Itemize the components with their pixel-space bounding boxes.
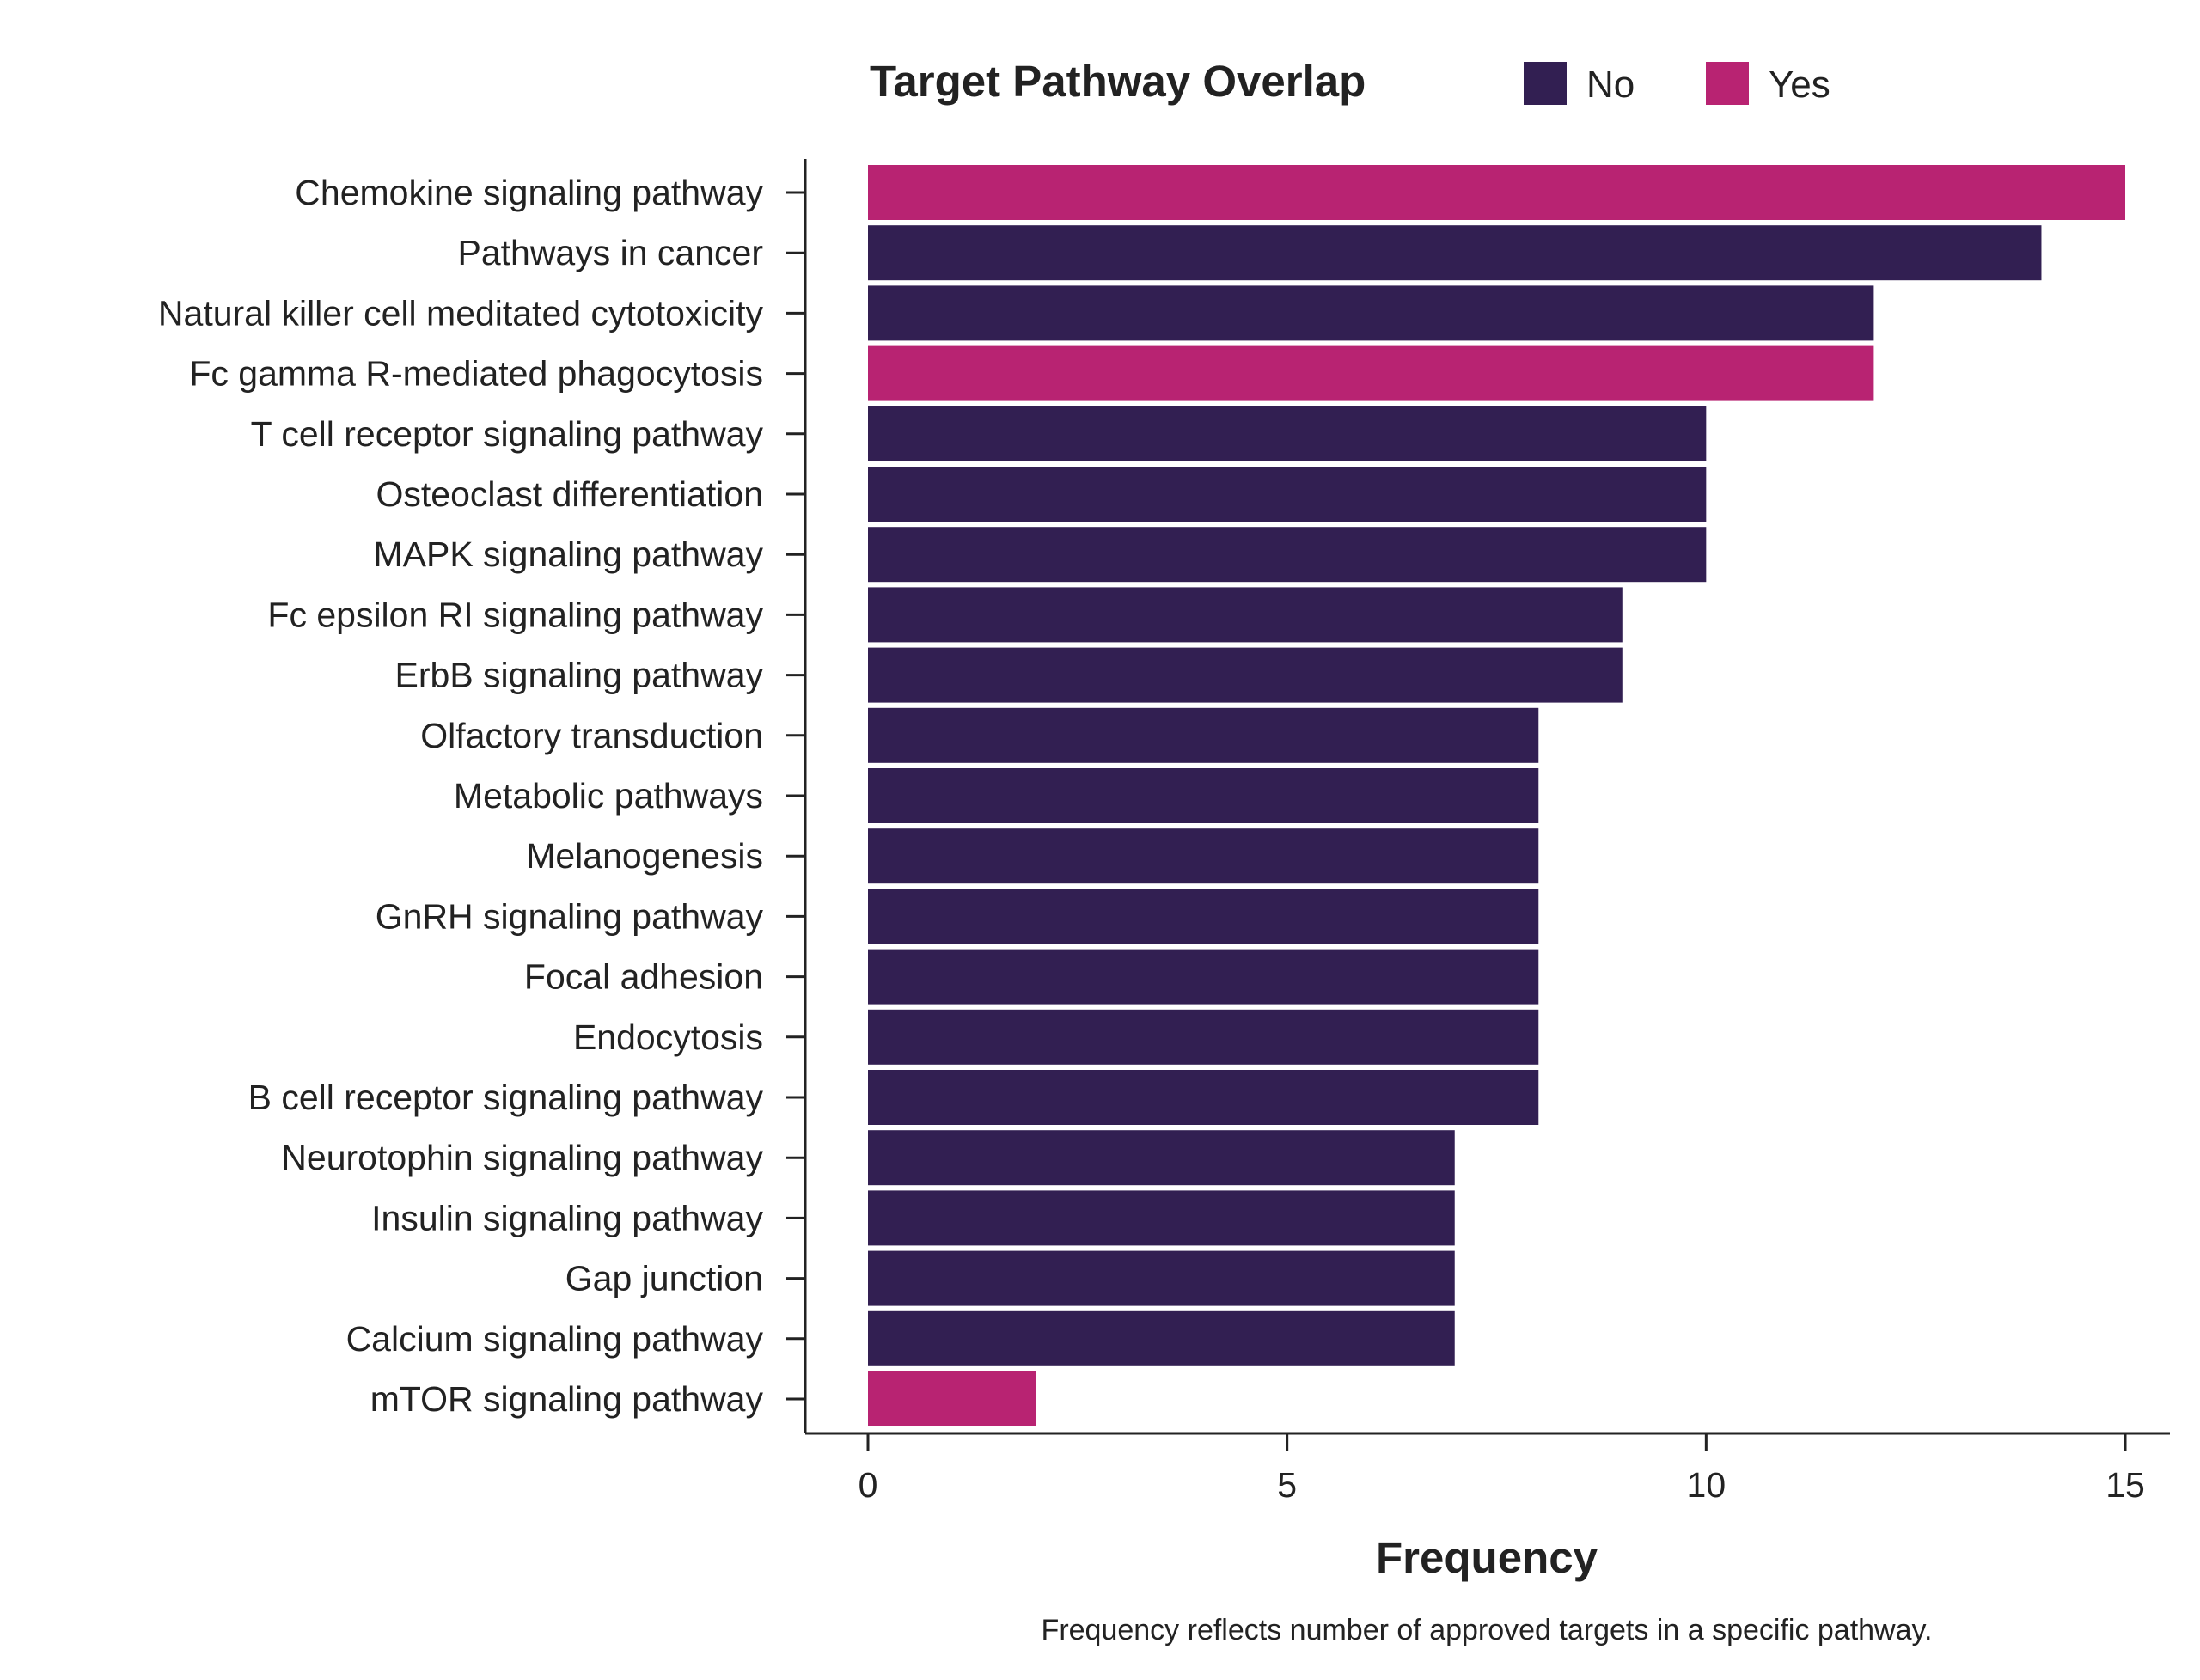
- category-label: Fc gamma R-mediated phagocytosis: [189, 354, 763, 394]
- category-label: Melanogenesis: [526, 836, 763, 876]
- x-tick-label: 0: [859, 1465, 878, 1505]
- legend-label-yes: Yes: [1769, 64, 1830, 106]
- bar: [868, 225, 2042, 281]
- legend-entries: No Yes: [1524, 62, 1830, 106]
- category-label: ErbB signaling pathway: [395, 656, 764, 695]
- category-label: Metabolic pathways: [454, 776, 763, 816]
- bar: [868, 1130, 1455, 1186]
- category-labels: Chemokine signaling pathway Pathways in c…: [158, 173, 764, 1419]
- bar: [868, 707, 1539, 763]
- category-label: mTOR signaling pathway: [370, 1379, 764, 1419]
- bar: [868, 587, 1622, 643]
- bar: [868, 889, 1539, 944]
- category-label: Endocytosis: [573, 1017, 763, 1057]
- category-label: GnRH signaling pathway: [376, 896, 764, 936]
- x-tick-label: 5: [1277, 1465, 1297, 1505]
- legend-title: Target Pathway Overlap: [870, 57, 1366, 106]
- category-label: T cell receptor signaling pathway: [251, 414, 764, 454]
- bar: [868, 345, 1874, 401]
- chart-caption: Frequency reflects number of approved ta…: [1042, 1614, 1933, 1646]
- category-label: B cell receptor signaling pathway: [248, 1078, 764, 1117]
- legend-label-no: No: [1586, 64, 1635, 106]
- category-label: Olfactory transduction: [420, 716, 763, 755]
- bar: [868, 949, 1539, 1005]
- bar: [868, 1009, 1539, 1065]
- bar: [868, 165, 2125, 220]
- bar: [868, 647, 1622, 703]
- category-label: Neurotophin signaling pathway: [281, 1138, 763, 1177]
- bar: [868, 828, 1539, 884]
- x-tick-label: 15: [2105, 1465, 2145, 1505]
- bar: [868, 1310, 1455, 1366]
- category-label: Calcium signaling pathway: [346, 1319, 764, 1359]
- category-label: Natural killer cell meditated cytotoxici…: [158, 293, 764, 333]
- legend-swatch-no: [1524, 62, 1567, 105]
- bar: [868, 1250, 1455, 1306]
- category-label: Focal adhesion: [524, 957, 763, 997]
- legend-swatch-yes: [1706, 62, 1749, 105]
- category-label: Gap junction: [565, 1259, 763, 1298]
- category-label: Insulin signaling pathway: [371, 1198, 763, 1237]
- x-ticks: 0 5 10 15: [859, 1433, 2145, 1505]
- bar: [868, 1190, 1455, 1246]
- category-label: Chemokine signaling pathway: [295, 173, 763, 212]
- x-axis-title: Frequency: [1376, 1533, 1598, 1582]
- bar: [868, 285, 1874, 341]
- bar: [868, 1070, 1539, 1125]
- category-label: Osteoclast differentiation: [376, 474, 764, 514]
- x-tick-label: 10: [1687, 1465, 1726, 1505]
- bar: [868, 406, 1707, 461]
- category-label: MAPK signaling pathway: [373, 535, 763, 574]
- bar: [868, 1371, 1036, 1426]
- bars: [868, 165, 2125, 1426]
- bar: [868, 768, 1539, 823]
- category-label: Pathways in cancer: [457, 233, 763, 272]
- axes: [786, 159, 2170, 1435]
- bar: [868, 527, 1707, 583]
- bar: [868, 467, 1707, 522]
- legend: Target Pathway Overlap No Yes: [870, 57, 1830, 106]
- category-label: Fc epsilon RI signaling pathway: [267, 595, 763, 634]
